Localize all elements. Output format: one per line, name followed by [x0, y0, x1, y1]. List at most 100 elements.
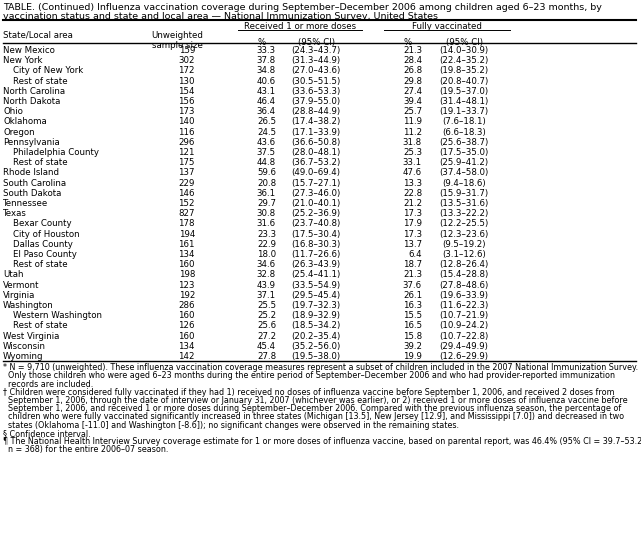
Text: 172: 172 — [178, 66, 195, 75]
Text: 11.2: 11.2 — [403, 128, 422, 136]
Text: (19.1–33.7): (19.1–33.7) — [440, 107, 488, 116]
Text: (31.4–48.1): (31.4–48.1) — [439, 97, 488, 106]
Text: 20.8: 20.8 — [257, 178, 276, 188]
Text: Utah: Utah — [3, 271, 24, 279]
Text: (49.0–69.4): (49.0–69.4) — [292, 168, 340, 177]
Text: Wisconsin: Wisconsin — [3, 342, 46, 351]
Text: (36.7–53.2): (36.7–53.2) — [292, 158, 340, 167]
Text: Unweighted
sample size: Unweighted sample size — [151, 31, 203, 51]
Text: 6.4: 6.4 — [408, 250, 422, 259]
Text: (19.7–32.3): (19.7–32.3) — [292, 301, 340, 310]
Text: (19.8–35.2): (19.8–35.2) — [440, 66, 488, 75]
Text: 15.5: 15.5 — [403, 311, 422, 320]
Text: Fully vaccinated: Fully vaccinated — [412, 22, 482, 31]
Text: 31.8: 31.8 — [403, 138, 422, 147]
Text: %: % — [258, 38, 266, 47]
Text: 24.5: 24.5 — [257, 128, 276, 136]
Text: 59.6: 59.6 — [257, 168, 276, 177]
Text: 43.1: 43.1 — [257, 87, 276, 96]
Text: (15.7–27.1): (15.7–27.1) — [292, 178, 340, 188]
Text: 13.7: 13.7 — [403, 240, 422, 249]
Text: (22.4–35.2): (22.4–35.2) — [439, 56, 488, 65]
Text: (19.5–38.0): (19.5–38.0) — [292, 352, 340, 361]
Text: 229: 229 — [179, 178, 195, 188]
Text: (95% CI): (95% CI) — [297, 38, 335, 47]
Text: 18.7: 18.7 — [403, 260, 422, 269]
Text: %: % — [404, 38, 412, 47]
Text: (19.6–33.9): (19.6–33.9) — [440, 291, 488, 300]
Text: Wyoming: Wyoming — [3, 352, 44, 361]
Text: 140: 140 — [178, 118, 195, 127]
Text: 37.6: 37.6 — [403, 281, 422, 289]
Text: 137: 137 — [178, 168, 195, 177]
Text: (18.5–34.2): (18.5–34.2) — [292, 321, 340, 330]
Text: † Children were considered fully vaccinated if they had 1) received no doses of : † Children were considered fully vaccina… — [3, 388, 615, 397]
Text: North Dakota: North Dakota — [3, 97, 60, 106]
Text: (23.7–40.8): (23.7–40.8) — [292, 219, 340, 229]
Text: 22.9: 22.9 — [257, 240, 276, 249]
Text: 13.3: 13.3 — [403, 178, 422, 188]
Text: (13.3–22.2): (13.3–22.2) — [439, 209, 488, 218]
Text: 44.8: 44.8 — [257, 158, 276, 167]
Text: (13.5–31.6): (13.5–31.6) — [439, 199, 488, 208]
Text: (12.2–25.5): (12.2–25.5) — [439, 219, 488, 229]
Text: 40.6: 40.6 — [257, 77, 276, 86]
Text: El Paso County: El Paso County — [13, 250, 77, 259]
Text: (9.4–18.6): (9.4–18.6) — [442, 178, 486, 188]
Text: 19.9: 19.9 — [403, 352, 422, 361]
Text: (25.2–36.9): (25.2–36.9) — [292, 209, 340, 218]
Text: 116: 116 — [178, 128, 195, 136]
Text: (10.7–22.8): (10.7–22.8) — [439, 331, 488, 341]
Text: 175: 175 — [178, 158, 195, 167]
Text: Rest of state: Rest of state — [13, 260, 67, 269]
Text: (95% CI): (95% CI) — [445, 38, 483, 47]
Text: 827: 827 — [178, 209, 195, 218]
Text: 161: 161 — [178, 240, 195, 249]
Text: Western Washington: Western Washington — [13, 311, 102, 320]
Text: § Confidence interval.: § Confidence interval. — [3, 429, 90, 438]
Text: 26.8: 26.8 — [403, 66, 422, 75]
Text: 33.1: 33.1 — [403, 158, 422, 167]
Text: 34.8: 34.8 — [257, 66, 276, 75]
Text: Tennessee: Tennessee — [3, 199, 48, 208]
Text: (28.0–48.1): (28.0–48.1) — [292, 148, 340, 157]
Text: 152: 152 — [178, 199, 195, 208]
Text: (20.8–40.7): (20.8–40.7) — [439, 77, 488, 86]
Text: 302: 302 — [178, 56, 195, 65]
Text: 142: 142 — [178, 352, 195, 361]
Text: 146: 146 — [178, 189, 195, 198]
Text: Oregon: Oregon — [3, 128, 35, 136]
Text: Ohio: Ohio — [3, 107, 23, 116]
Text: New Mexico: New Mexico — [3, 46, 55, 55]
Text: 37.8: 37.8 — [257, 56, 276, 65]
Text: 21.3: 21.3 — [403, 271, 422, 279]
Text: Rest of state: Rest of state — [13, 158, 67, 167]
Text: Dallas County: Dallas County — [13, 240, 73, 249]
Text: 36.4: 36.4 — [257, 107, 276, 116]
Text: 296: 296 — [179, 138, 195, 147]
Text: (7.6–18.1): (7.6–18.1) — [442, 118, 486, 127]
Text: n = 368) for the entire 2006–07 season.: n = 368) for the entire 2006–07 season. — [3, 445, 169, 454]
Text: children who were fully vaccinated significantly increased in three states (Mich: children who were fully vaccinated signi… — [3, 412, 624, 421]
Text: Received 1 or more doses: Received 1 or more doses — [244, 22, 356, 31]
Text: (29.4–49.9): (29.4–49.9) — [440, 342, 488, 351]
Text: (17.5–30.4): (17.5–30.4) — [292, 230, 340, 239]
Text: City of Houston: City of Houston — [13, 230, 79, 239]
Text: 45.4: 45.4 — [257, 342, 276, 351]
Text: 156: 156 — [178, 97, 195, 106]
Text: 286: 286 — [178, 301, 195, 310]
Text: (11.7–26.6): (11.7–26.6) — [292, 250, 340, 259]
Text: Texas: Texas — [3, 209, 27, 218]
Text: 37.1: 37.1 — [257, 291, 276, 300]
Text: 15.8: 15.8 — [403, 331, 422, 341]
Text: Philadelphia County: Philadelphia County — [13, 148, 99, 157]
Text: Rhode Island: Rhode Island — [3, 168, 59, 177]
Text: (3.1–12.6): (3.1–12.6) — [442, 250, 486, 259]
Text: 25.5: 25.5 — [257, 301, 276, 310]
Text: 28.4: 28.4 — [403, 56, 422, 65]
Text: 21.3: 21.3 — [403, 46, 422, 55]
Text: (30.5–51.5): (30.5–51.5) — [292, 77, 340, 86]
Text: 17.9: 17.9 — [403, 219, 422, 229]
Text: 39.4: 39.4 — [403, 97, 422, 106]
Text: 25.6: 25.6 — [257, 321, 276, 330]
